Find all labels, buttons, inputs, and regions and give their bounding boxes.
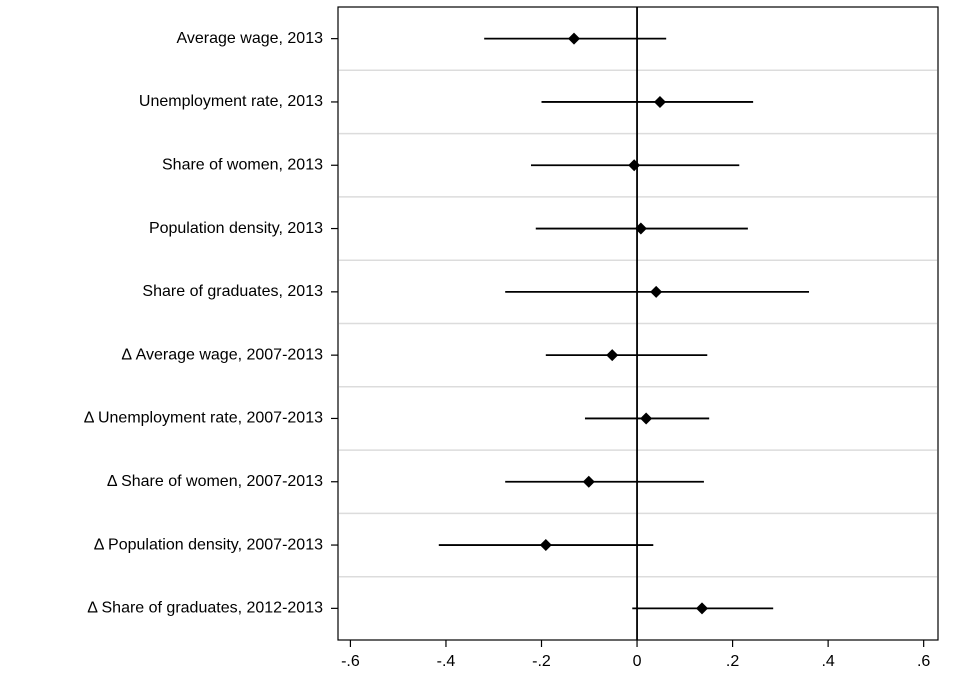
point-estimate	[650, 285, 663, 298]
x-tick-label: .6	[917, 653, 930, 670]
point-estimate	[634, 222, 647, 235]
y-tick-label: Δ Average wage, 2007-2013	[121, 346, 323, 363]
point-estimate	[640, 412, 653, 425]
y-tick-label: Unemployment rate, 2013	[139, 93, 323, 110]
point-estimate	[582, 475, 595, 488]
x-tick-label: -.4	[437, 653, 456, 670]
y-tick-label: Population density, 2013	[149, 220, 323, 237]
y-tick-label: Average wage, 2013	[177, 30, 324, 47]
x-tick-label: .2	[726, 653, 739, 670]
y-tick-label: Δ Population density, 2007-2013	[94, 536, 323, 553]
x-tick-label: 0	[633, 653, 642, 670]
x-tick-label: -.2	[532, 653, 551, 670]
y-tick-label: Share of graduates, 2013	[142, 283, 323, 300]
y-tick-label: Δ Unemployment rate, 2007-2013	[84, 410, 323, 427]
y-tick-label: Δ Share of women, 2007-2013	[107, 473, 323, 490]
x-tick-label: .4	[821, 653, 834, 670]
point-estimate	[567, 32, 580, 45]
point-estimate	[696, 602, 709, 615]
y-tick-label: Δ Share of graduates, 2012-2013	[87, 600, 323, 617]
x-tick-label: -.6	[341, 653, 360, 670]
point-estimate	[539, 539, 552, 552]
y-tick-label: Share of women, 2013	[162, 156, 323, 173]
point-estimate	[606, 349, 619, 362]
point-estimate	[653, 95, 666, 108]
point-estimate	[628, 159, 641, 172]
